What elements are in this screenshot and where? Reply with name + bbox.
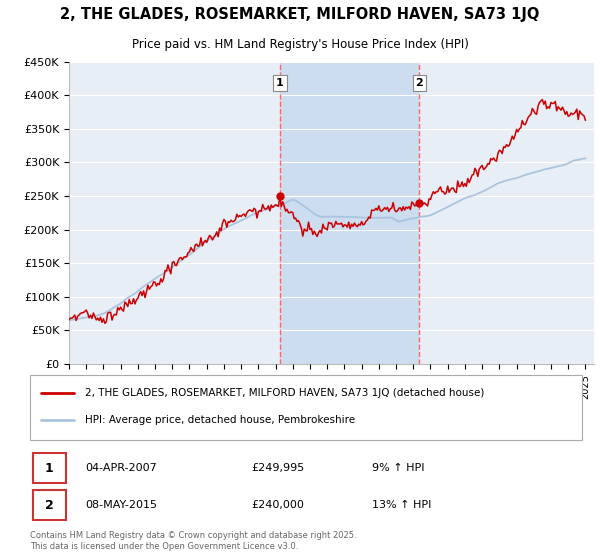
Text: HPI: Average price, detached house, Pembrokeshire: HPI: Average price, detached house, Pemb… bbox=[85, 416, 355, 425]
FancyBboxPatch shape bbox=[33, 454, 66, 483]
Text: Contains HM Land Registry data © Crown copyright and database right 2025.
This d: Contains HM Land Registry data © Crown c… bbox=[30, 531, 356, 551]
Text: 2: 2 bbox=[45, 499, 53, 512]
Text: 9% ↑ HPI: 9% ↑ HPI bbox=[372, 463, 425, 473]
FancyBboxPatch shape bbox=[30, 375, 582, 440]
Bar bbox=[280, 62, 419, 364]
Text: £249,995: £249,995 bbox=[251, 463, 304, 473]
Text: 1: 1 bbox=[45, 462, 53, 475]
FancyBboxPatch shape bbox=[33, 491, 66, 520]
Text: 08-MAY-2015: 08-MAY-2015 bbox=[85, 500, 157, 510]
Text: £240,000: £240,000 bbox=[251, 500, 304, 510]
Text: 2, THE GLADES, ROSEMARKET, MILFORD HAVEN, SA73 1JQ: 2, THE GLADES, ROSEMARKET, MILFORD HAVEN… bbox=[61, 7, 539, 21]
Text: Price paid vs. HM Land Registry's House Price Index (HPI): Price paid vs. HM Land Registry's House … bbox=[131, 38, 469, 52]
Text: 13% ↑ HPI: 13% ↑ HPI bbox=[372, 500, 431, 510]
Text: 1: 1 bbox=[276, 78, 284, 88]
Text: 2: 2 bbox=[415, 78, 423, 88]
Text: 2, THE GLADES, ROSEMARKET, MILFORD HAVEN, SA73 1JQ (detached house): 2, THE GLADES, ROSEMARKET, MILFORD HAVEN… bbox=[85, 388, 485, 398]
Text: 04-APR-2007: 04-APR-2007 bbox=[85, 463, 157, 473]
